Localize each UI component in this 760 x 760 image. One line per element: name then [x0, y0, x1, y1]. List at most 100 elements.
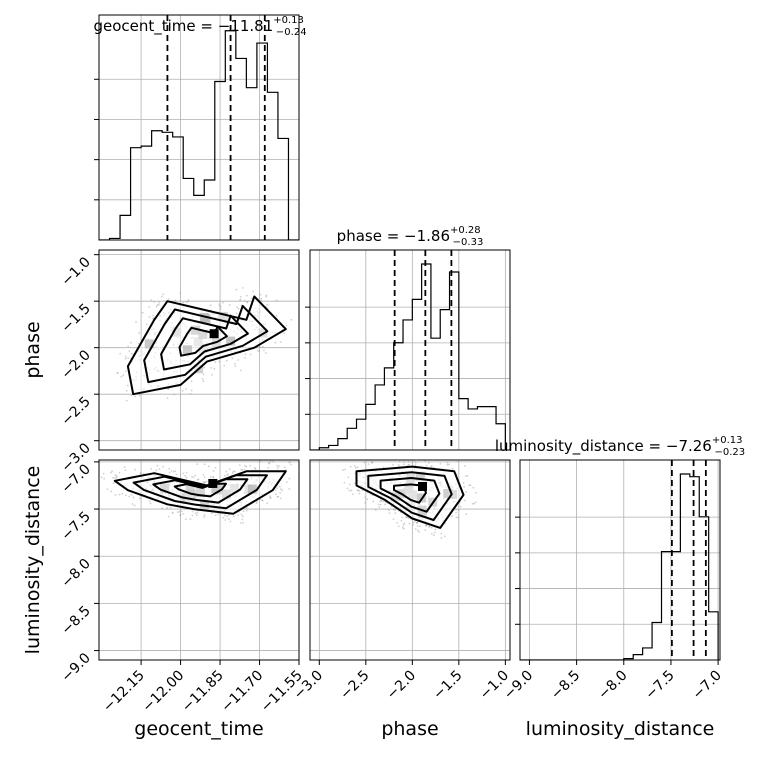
scatter-point — [141, 311, 144, 314]
scatter-point — [225, 359, 228, 362]
scatter-point — [234, 470, 236, 473]
scatter-point — [279, 497, 282, 500]
scatter-point — [174, 299, 177, 302]
scatter-point — [468, 484, 471, 487]
title-phase-plus: +0.28 — [450, 225, 481, 236]
scatter-point — [279, 491, 282, 494]
x-tick-label-phase: −1.5 — [430, 668, 465, 703]
scatter-point — [234, 365, 237, 368]
scatter-point — [424, 460, 426, 462]
scatter-point — [407, 464, 410, 467]
scatter-point — [123, 466, 126, 468]
density-peak — [209, 329, 219, 339]
scatter-point — [283, 466, 286, 469]
scatter-point — [158, 301, 161, 304]
density-peak — [208, 478, 218, 488]
scatter-point — [455, 511, 458, 514]
scatter-point — [168, 467, 171, 470]
scatter-point — [124, 469, 127, 471]
scatter-point — [218, 305, 221, 307]
scatter-point — [182, 472, 185, 475]
scatter-point — [110, 490, 113, 493]
contour-level-2 — [379, 477, 441, 513]
scatter-point — [358, 492, 361, 495]
scatter-point — [236, 306, 238, 308]
scatter-point — [276, 496, 279, 498]
scatter-point — [446, 461, 449, 464]
scatter-point — [256, 500, 258, 503]
scatter-point — [229, 520, 232, 523]
scatter-point — [185, 518, 187, 521]
scatter-point — [112, 482, 115, 484]
scatter-point — [259, 345, 261, 348]
scatter-point — [269, 495, 271, 497]
contour-level-0 — [355, 465, 465, 529]
scatter-point — [430, 466, 432, 468]
x-tick-label-phase: −2.0 — [384, 668, 419, 703]
scatter-point — [388, 512, 391, 515]
scatter-point — [288, 461, 291, 464]
scatter-point — [158, 468, 161, 470]
scatter-point — [446, 463, 449, 466]
histogram-step-luminosity_distance — [520, 473, 719, 660]
scatter-point — [276, 464, 279, 467]
scatter-point — [473, 502, 476, 505]
scatter-point — [234, 362, 236, 365]
scatter-point — [103, 477, 106, 480]
title-geocent-time: geocent_time = −11.81+0.13 −0.24 — [93, 15, 306, 38]
scatter-point — [133, 504, 136, 507]
scatter-point — [130, 494, 133, 496]
scatter-point — [155, 469, 158, 472]
scatter-point — [457, 516, 460, 519]
scatter-point — [209, 304, 212, 307]
scatter-point — [392, 464, 394, 466]
scatter-point — [406, 516, 408, 519]
scatter-point — [242, 510, 245, 513]
scatter-point — [405, 516, 407, 519]
scatter-point — [356, 489, 359, 491]
scatter-point — [402, 527, 405, 530]
scatter-point — [401, 516, 403, 519]
scatter-point — [162, 465, 165, 468]
scatter-point — [283, 332, 286, 335]
scatter-point — [397, 464, 400, 466]
scatter-point — [274, 341, 277, 344]
scatter-point — [115, 475, 118, 477]
scatter-point — [192, 476, 195, 479]
scatter-point — [434, 528, 437, 531]
scatter-luminosity_distance_vs_phase — [342, 460, 478, 539]
scatter-point — [126, 384, 129, 387]
scatter-point — [239, 298, 242, 301]
scatter-point — [152, 317, 154, 320]
contour-level-2 — [160, 314, 249, 371]
scatter-point — [425, 524, 428, 527]
scatter-point — [459, 505, 462, 508]
scatter-point — [364, 496, 366, 499]
scatter-point — [191, 514, 194, 517]
scatter-point — [430, 465, 433, 467]
scatter-point — [205, 480, 208, 483]
scatter-point — [185, 471, 188, 474]
scatter-point — [243, 299, 246, 302]
scatter-point — [120, 375, 123, 378]
scatter-point — [169, 506, 172, 509]
scatter-point — [289, 460, 292, 463]
panel-s10 — [94, 249, 300, 451]
scatter-point — [119, 352, 122, 355]
scatter-point — [249, 464, 252, 467]
scatter-point — [196, 463, 199, 466]
scatter-point — [455, 516, 458, 519]
scatter-point — [202, 380, 205, 383]
scatter-point — [428, 525, 431, 528]
scatter-point — [258, 350, 261, 352]
scatter-point — [269, 496, 272, 499]
scatter-point — [134, 395, 137, 398]
scatter-point — [111, 470, 113, 473]
scatter-point — [240, 468, 243, 471]
scatter-point — [203, 463, 206, 466]
scatter-point — [259, 293, 262, 296]
scatter-point — [219, 305, 222, 308]
scatter-point — [268, 462, 271, 465]
scatter-point — [224, 514, 226, 517]
histogram-phase — [310, 250, 506, 450]
